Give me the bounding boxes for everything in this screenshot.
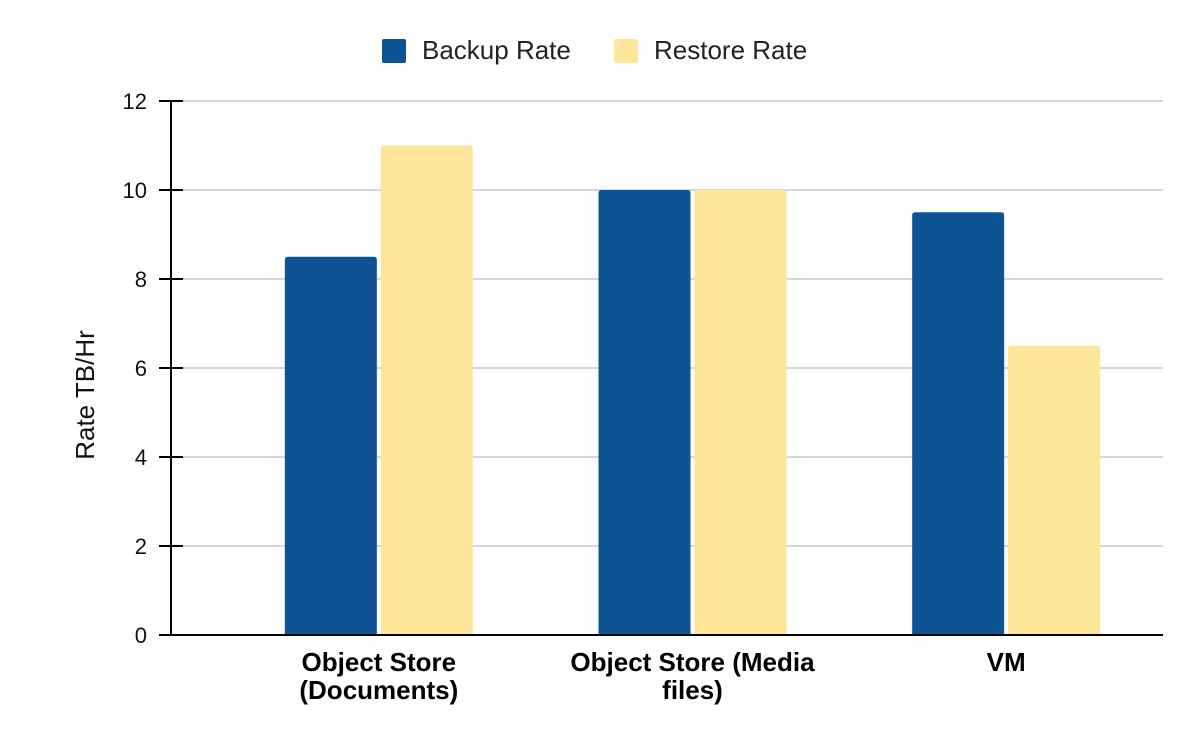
x-category-label: Object Store [302,647,457,677]
y-tick-labels: 0 2 4 6 8 10 12 [123,89,147,648]
y-tick-label: 10 [123,178,147,203]
axes [159,100,1163,636]
x-category-label: files) [662,675,723,705]
x-category-label: VM [987,647,1026,677]
legend-label: Backup Rate [422,35,571,65]
y-tick-label: 0 [135,623,147,648]
legend: Backup Rate Restore Rate [382,35,807,65]
bar-backup-rate-2 [912,212,1005,635]
x-category-label: Object Store (Media [570,647,815,677]
legend-swatch [614,39,638,63]
y-tick-label: 8 [135,267,147,292]
x-category-label: (Documents) [299,675,458,705]
bar-restore-rate-1 [694,190,787,635]
bar-backup-rate-1 [598,190,691,635]
y-tick-label: 6 [135,356,147,381]
bar-backup-rate-0 [284,256,377,635]
y-tick-label: 4 [135,445,147,470]
bars [284,145,1101,635]
y-axis-label: Rate TB/Hr [70,330,100,460]
bar-restore-rate-2 [1008,345,1101,635]
y-tick-label: 12 [123,89,147,114]
x-category-labels: Object Store(Documents) Object Store (Med… [299,647,1025,705]
y-tick-label: 2 [135,534,147,559]
legend-label: Restore Rate [654,35,807,65]
bar-restore-rate-0 [380,145,473,635]
legend-swatch [382,39,406,63]
